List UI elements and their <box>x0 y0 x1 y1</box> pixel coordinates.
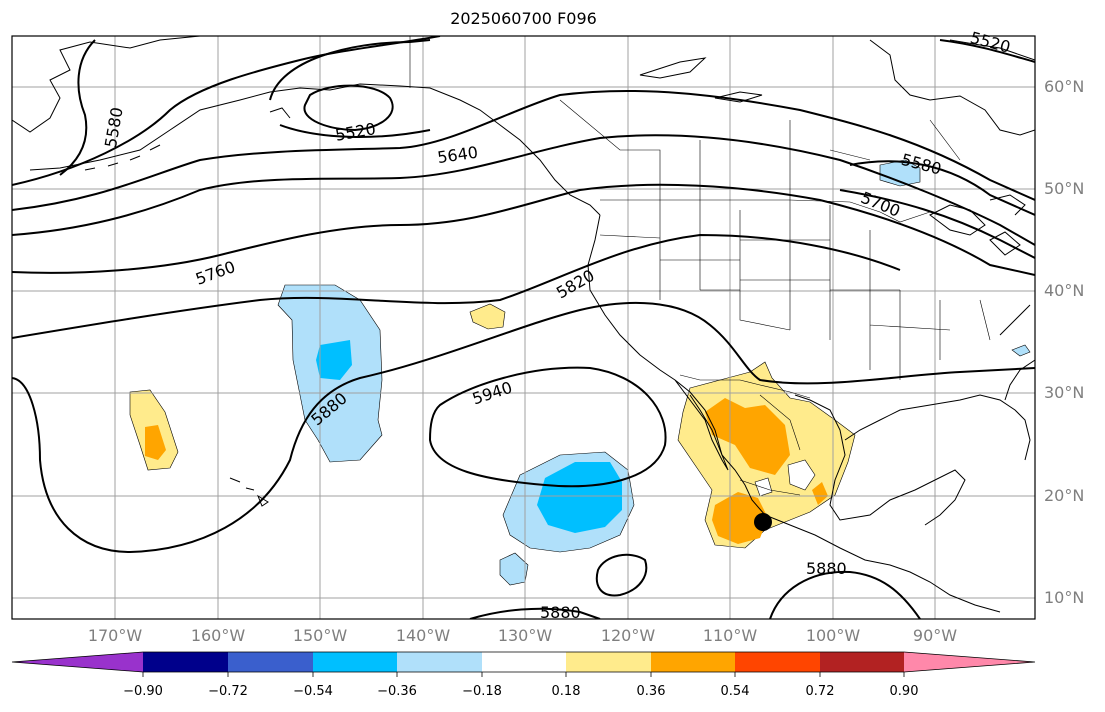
lon-label: 160°W <box>190 626 246 645</box>
anomaly-shading <box>129 159 1031 586</box>
contour-5940 <box>428 366 667 488</box>
lat-label: 10°N <box>1044 588 1085 607</box>
colorbar-segment <box>651 652 735 672</box>
colorbar-segment <box>228 652 313 672</box>
contour-label: 5880 <box>806 559 847 578</box>
arctic-island-2 <box>714 91 763 103</box>
colorbar-segment <box>313 652 397 672</box>
newfoundland <box>989 194 1026 216</box>
neg-anomaly-canada <box>879 159 921 187</box>
alaska-south-coast <box>29 83 601 216</box>
us-mexico-border <box>679 374 811 399</box>
height-contours <box>12 36 1035 619</box>
borders <box>409 36 991 496</box>
pos-anomaly-hawaii-west-core <box>145 425 166 460</box>
pos-anomaly-mexico-core-east <box>812 482 828 505</box>
colorbar-segment <box>735 652 820 672</box>
colorbar-segment <box>143 652 228 672</box>
colorbar-tick-label: 0.90 <box>889 684 919 699</box>
lon-label: 150°W <box>292 626 348 645</box>
pos-anomaly-mexico-core-north <box>705 398 790 475</box>
lat-label: 50°N <box>1044 179 1085 198</box>
lon-label: 170°W <box>87 626 143 645</box>
lat-label: 30°N <box>1044 383 1085 402</box>
contour-5580-west <box>59 39 96 176</box>
pos-anomaly-mexico-core-south <box>712 492 768 544</box>
gulf-coast <box>844 394 1031 461</box>
colorbar-tick-label: 0.36 <box>636 684 666 699</box>
contour-5880-small <box>595 553 648 597</box>
arctic-island <box>639 57 707 79</box>
neg-anomaly-east-coast <box>1011 344 1031 357</box>
colorbar-tick-label: −0.54 <box>293 684 333 699</box>
lon-label: 130°W <box>497 626 553 645</box>
contour-5580-ne <box>849 160 1035 216</box>
colorbar-min-arrow <box>12 652 143 672</box>
lon-label: 140°W <box>395 626 451 645</box>
colorbar-segment <box>820 652 904 672</box>
contour-5580-ak <box>12 36 441 186</box>
colorbar-segment <box>397 652 482 672</box>
baja-california <box>674 379 729 471</box>
colorbar-tick-label: −0.90 <box>123 684 163 699</box>
lat-label: 60°N <box>1044 77 1085 96</box>
contour-5700-ne <box>839 189 1035 259</box>
colorbar-max-arrow <box>904 652 1035 672</box>
lon-label: 90°W <box>912 626 958 645</box>
alaska-islands <box>84 107 291 171</box>
lat-label: 40°N <box>1044 281 1085 300</box>
lat-label: 20°N <box>1044 486 1085 505</box>
anomaly-hole <box>787 459 816 491</box>
colorbar-segment <box>482 652 566 672</box>
contour-5880-bottom <box>469 607 601 619</box>
alaska-coast <box>12 36 201 133</box>
mexico-east-coast <box>794 394 966 526</box>
mexico-states <box>739 394 801 496</box>
storm-center-dot <box>754 513 772 531</box>
us-east-coast <box>999 304 1035 401</box>
contour-5760 <box>12 183 1035 276</box>
colorbar-tick-label: 0.72 <box>805 684 835 699</box>
us-west-coast <box>587 214 1001 613</box>
hudson-canada-coast <box>869 39 1035 136</box>
canada-provinces <box>559 99 961 200</box>
great-lakes <box>929 204 1021 256</box>
contour-5520-ne <box>939 39 1035 63</box>
colorbar-tick-label: 0.18 <box>551 684 581 699</box>
pos-anomaly-small <box>469 303 506 330</box>
contour-5880-south <box>769 570 921 619</box>
neg-anomaly-subtropic-core <box>537 462 622 533</box>
map-title: 2025060700 F096 <box>450 9 597 28</box>
contour-5520-ak-low <box>303 84 394 132</box>
colorbar-segment <box>566 652 651 672</box>
contour-5880-main <box>12 301 1035 554</box>
colorbar-tick-label: −0.36 <box>377 684 417 699</box>
labrador-coast <box>949 39 1035 61</box>
neg-anomaly-pacific-west-core <box>316 340 352 380</box>
contour-5640 <box>12 90 1035 211</box>
contour-label: 5880 <box>540 603 581 622</box>
lon-label: 120°W <box>600 626 656 645</box>
contour-5700 <box>12 134 1035 246</box>
colorbar-tick-label: −0.18 <box>462 684 502 699</box>
plot-frame <box>11 35 1036 620</box>
contour-5820 <box>12 233 901 339</box>
anomaly-hole-2 <box>754 477 773 497</box>
colorbar-tick-label: −0.72 <box>208 684 248 699</box>
lon-label: 110°W <box>702 626 758 645</box>
colorbar <box>11 651 1036 677</box>
lon-label: 100°W <box>805 626 861 645</box>
colorbar-tick-label: 0.54 <box>720 684 750 699</box>
